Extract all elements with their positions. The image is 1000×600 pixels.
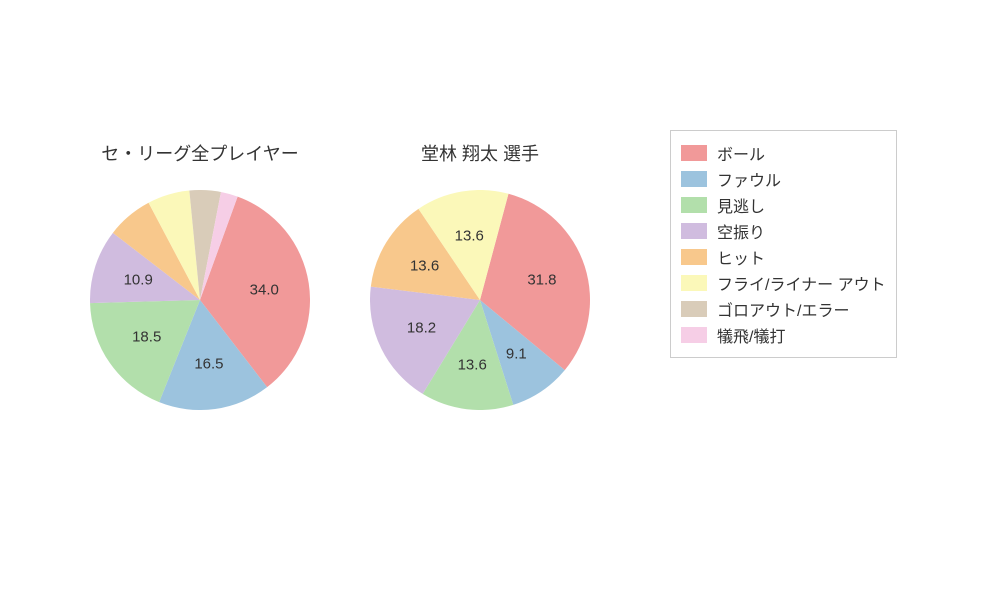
legend-swatch-hit xyxy=(681,249,707,265)
chart-canvas: { "background_color": "#ffffff", "text_c… xyxy=(0,0,1000,600)
legend-swatch-ground xyxy=(681,301,707,317)
legend-swatch-foul xyxy=(681,171,707,187)
legend: ボールファウル見逃し空振りヒットフライ/ライナー アウトゴロアウト/エラー犠飛/… xyxy=(670,130,897,358)
legend-swatch-ball xyxy=(681,145,707,161)
legend-item-swing: 空振り xyxy=(681,219,886,243)
pie-title-player: 堂林 翔太 選手 xyxy=(350,140,610,166)
pie-label-league-foul: 16.5 xyxy=(194,356,223,373)
legend-label-hit: ヒット xyxy=(717,245,765,269)
pie-label-league-swing: 10.9 xyxy=(124,271,153,288)
pie-label-league-ball: 34.0 xyxy=(250,282,279,299)
legend-item-ground: ゴロアウト/エラー xyxy=(681,297,886,321)
pie-label-player-look: 13.6 xyxy=(458,356,487,373)
legend-label-sac: 犠飛/犠打 xyxy=(717,323,785,347)
legend-swatch-fly xyxy=(681,275,707,291)
pie-label-player-fly: 13.6 xyxy=(455,227,484,244)
legend-item-look: 見逃し xyxy=(681,193,886,217)
legend-label-foul: ファウル xyxy=(717,167,781,191)
pie-label-player-hit: 13.6 xyxy=(410,258,439,275)
pie-label-player-swing: 18.2 xyxy=(407,320,436,337)
legend-label-ground: ゴロアウト/エラー xyxy=(717,297,849,321)
pie-label-player-foul: 9.1 xyxy=(506,345,527,362)
pie-label-player-ball: 31.8 xyxy=(527,272,556,289)
legend-item-fly: フライ/ライナー アウト xyxy=(681,271,886,295)
pie-chart-league xyxy=(90,190,310,410)
legend-item-foul: ファウル xyxy=(681,167,886,191)
legend-item-hit: ヒット xyxy=(681,245,886,269)
legend-label-ball: ボール xyxy=(717,141,765,165)
pie-chart-player xyxy=(370,190,590,410)
legend-swatch-look xyxy=(681,197,707,213)
legend-label-fly: フライ/ライナー アウト xyxy=(717,271,886,295)
legend-label-swing: 空振り xyxy=(717,219,765,243)
legend-item-ball: ボール xyxy=(681,141,886,165)
legend-label-look: 見逃し xyxy=(717,193,765,217)
pie-label-league-look: 18.5 xyxy=(132,329,161,346)
legend-item-sac: 犠飛/犠打 xyxy=(681,323,886,347)
legend-swatch-swing xyxy=(681,223,707,239)
pie-title-league: セ・リーグ全プレイヤー xyxy=(70,140,330,166)
legend-swatch-sac xyxy=(681,327,707,343)
